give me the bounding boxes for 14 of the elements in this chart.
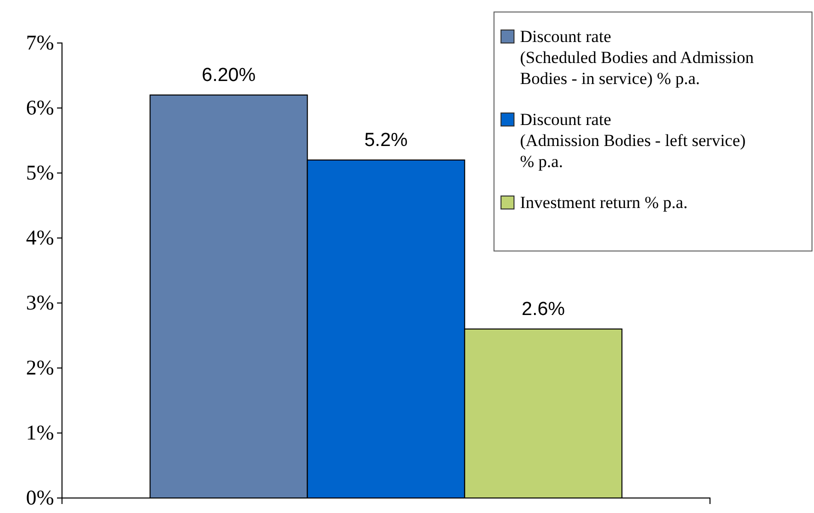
y-tick-label: 7% — [26, 30, 54, 55]
legend-label: Discount rate (Admission Bodies - left service) % p.a. — [520, 110, 746, 171]
data-label: 5.2% — [364, 130, 408, 151]
legend-label: Discount rate (Scheduled Bodies and Admission Bodies - in service) % p.a. — [520, 27, 754, 88]
data-label: 6.20% — [202, 65, 256, 86]
y-tick-label: 5% — [26, 160, 54, 185]
data-label: 2.6% — [522, 299, 566, 320]
y-tick-label: 4% — [26, 226, 54, 250]
y-tick-label: 1% — [26, 420, 54, 445]
y-tick-label: 3% — [26, 290, 54, 315]
y-tick-label: 2% — [26, 356, 54, 380]
y-tick-label: 0% — [26, 486, 54, 510]
legend-label: Investment return % p.a. — [520, 193, 688, 212]
y-tick-label: 6% — [26, 96, 54, 120]
